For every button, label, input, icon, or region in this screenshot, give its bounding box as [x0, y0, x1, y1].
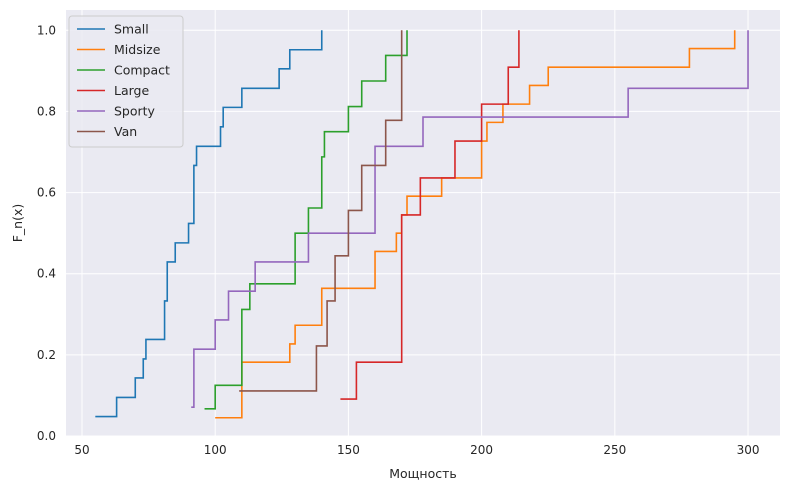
y-tick-label: 0.0 [37, 429, 56, 443]
y-tick-label: 0.4 [37, 267, 56, 281]
legend: Small Midsize Compact Large Sporty Van [68, 15, 184, 148]
series-line-midsize [215, 30, 736, 419]
legend-label-van: Van [114, 124, 137, 139]
series-line-van [239, 30, 403, 392]
y-axis-ticks: 0.0 0.2 0.4 0.6 0.8 1.0 [37, 23, 56, 443]
legend-label-midsize: Midsize [114, 42, 161, 57]
y-tick-label: 0.8 [37, 104, 56, 118]
x-axis-ticks: 50 100 150 200 250 300 [74, 443, 759, 457]
legend-label-small: Small [114, 22, 149, 37]
series-line-compact [204, 30, 408, 410]
series-line-small [95, 30, 323, 418]
plot-area [66, 10, 780, 436]
x-tick-label: 100 [204, 443, 227, 457]
legend-label-compact: Compact [114, 63, 170, 78]
series-line-sporty [191, 30, 749, 408]
series-line-large [340, 30, 520, 400]
x-tick-label: 300 [737, 443, 760, 457]
x-axis-label: Мощность [389, 466, 457, 481]
x-tick-label: 50 [74, 443, 89, 457]
y-axis-label: F_n(x) [10, 204, 25, 243]
y-tick-label: 0.6 [37, 186, 56, 200]
x-tick-label: 200 [470, 443, 493, 457]
legend-label-sporty: Sporty [114, 104, 156, 119]
series-layer [95, 30, 749, 419]
y-tick-label: 1.0 [37, 23, 56, 37]
x-tick-label: 150 [337, 443, 360, 457]
y-tick-label: 0.2 [37, 348, 56, 362]
legend-label-large: Large [114, 83, 149, 98]
x-tick-label: 250 [603, 443, 626, 457]
